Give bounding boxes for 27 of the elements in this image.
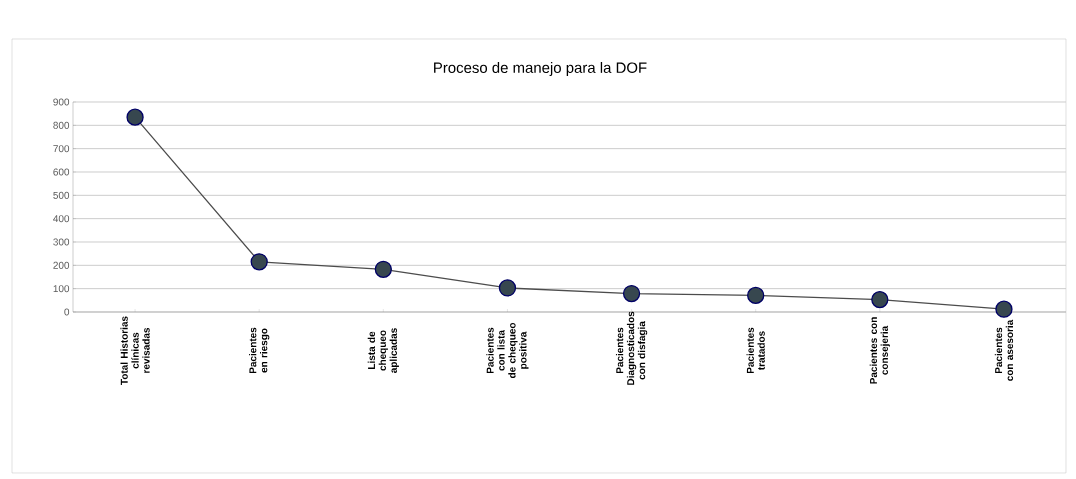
y-tick-label: 900 (53, 98, 70, 106)
y-tick-label: 0 (64, 308, 70, 316)
x-tick-label: Total Historias clínicas revisadas (120, 316, 150, 385)
x-tick-label: Pacientes con lista de chequeo positiva (486, 322, 529, 379)
y-tick-label: 500 (53, 191, 70, 199)
x-tick-label: Pacientes tratados (746, 327, 765, 374)
point (250, 253, 268, 271)
point (747, 286, 765, 305)
x-tick-label: Pacientes en riesgo (249, 327, 270, 374)
x-tick-label: Pacientes con consejeria (869, 317, 890, 384)
y-tick-label: 100 (53, 285, 70, 293)
x-tick-label: Pacientes Diagnosticados con disfagia (615, 311, 648, 385)
y-tick-label: 400 (53, 215, 70, 223)
point (995, 300, 1013, 318)
y-tick-label: 200 (53, 261, 70, 269)
point (498, 279, 517, 297)
point (622, 284, 641, 303)
x-tick-label: Pacientes con asesoria (994, 319, 1014, 381)
y-tick-label: 600 (53, 168, 70, 176)
point (374, 260, 392, 278)
y-tick-label: 800 (53, 121, 70, 129)
y-tick-label: 700 (53, 145, 70, 153)
chart-title: Proceso de manejo para la DOF (434, 62, 647, 76)
point (871, 290, 889, 309)
point (126, 108, 144, 126)
x-tick-label: Lista de chequeo aplicadas (367, 328, 399, 373)
y-tick-label: 300 (53, 238, 70, 246)
